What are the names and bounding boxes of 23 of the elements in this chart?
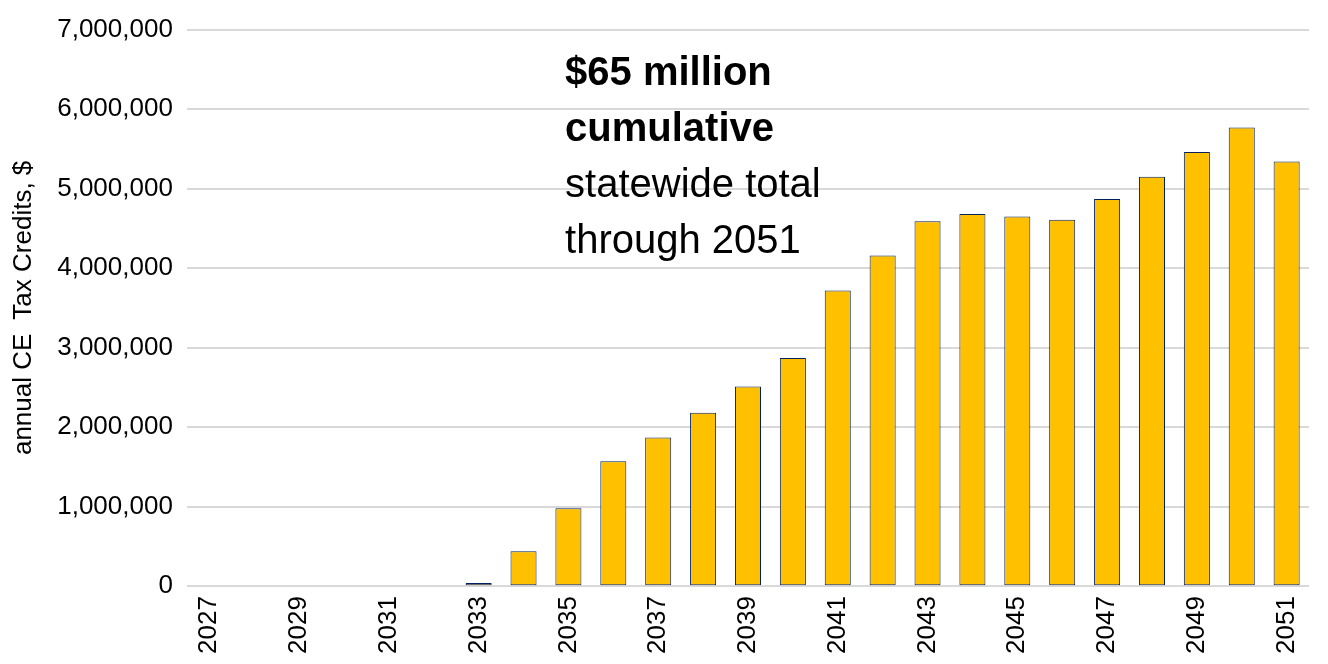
- x-tick-label: 2049: [1180, 596, 1211, 654]
- x-tick-label: 2041: [820, 596, 851, 654]
- x-tick-label: 2029: [282, 596, 313, 654]
- annotation: statewide total through 2051: [565, 160, 821, 261]
- x-tick-label: 2043: [910, 596, 941, 654]
- x-tick-label: 2051: [1269, 596, 1300, 654]
- y-tick-label: 6,000,000: [57, 92, 173, 123]
- y-axis-title: annual CE Tax Credits, $: [6, 160, 37, 456]
- x-tick-label: 2045: [1000, 596, 1031, 654]
- y-tick-label: 0: [158, 569, 173, 600]
- x-tick-label: 2031: [372, 596, 403, 654]
- y-tick-label: 5,000,000: [57, 171, 173, 202]
- x-tick-label: 2037: [641, 596, 672, 654]
- y-tick-label: 2,000,000: [57, 410, 173, 441]
- x-tick-label: 2033: [461, 596, 492, 654]
- x-tick-label: 2047: [1090, 596, 1121, 654]
- y-tick-label: 7,000,000: [57, 12, 173, 43]
- x-tick-label: 2027: [192, 596, 223, 654]
- y-tick-label: 3,000,000: [57, 330, 173, 361]
- y-tick-label: 1,000,000: [57, 489, 173, 520]
- y-tick-label: 4,000,000: [57, 251, 173, 282]
- x-tick-label: 2035: [551, 596, 582, 654]
- x-tick-label: 2039: [731, 596, 762, 654]
